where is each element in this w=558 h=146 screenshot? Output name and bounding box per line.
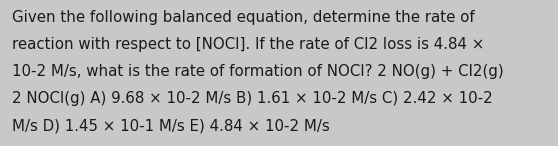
Text: 10-2 M/s, what is the rate of formation of NOCl? 2 NO(g) + Cl2(g): 10-2 M/s, what is the rate of formation …: [12, 64, 504, 79]
Text: reaction with respect to [NOCl]. If the rate of Cl2 loss is 4.84 ×: reaction with respect to [NOCl]. If the …: [12, 37, 485, 52]
Text: M/s D) 1.45 × 10-1 M/s E) 4.84 × 10-2 M/s: M/s D) 1.45 × 10-1 M/s E) 4.84 × 10-2 M/…: [12, 118, 330, 133]
Text: 2 NOCl(g) A) 9.68 × 10-2 M/s B) 1.61 × 10-2 M/s C) 2.42 × 10-2: 2 NOCl(g) A) 9.68 × 10-2 M/s B) 1.61 × 1…: [12, 91, 493, 106]
Text: Given the following balanced equation, determine the rate of: Given the following balanced equation, d…: [12, 10, 475, 25]
